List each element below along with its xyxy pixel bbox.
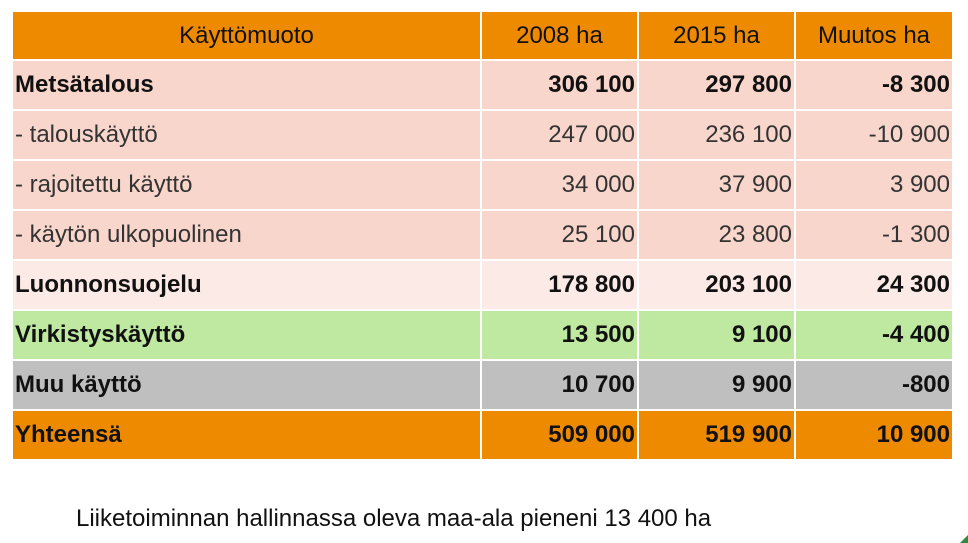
table-row-commercial-use: - talouskäyttö 247 000 236 100 -10 900 [11, 109, 954, 161]
value-change: 3 900 [794, 159, 954, 211]
value-2008: 25 100 [480, 209, 639, 261]
header-change: Muutos ha [794, 10, 954, 61]
value-change: 10 900 [794, 409, 954, 461]
value-change: -1 300 [794, 209, 954, 261]
value-2015: 297 800 [637, 59, 796, 111]
value-change: -4 400 [794, 309, 954, 361]
value-2015: 9 900 [637, 359, 796, 411]
value-2008: 178 800 [480, 259, 639, 311]
corner-triangle [960, 535, 968, 543]
value-2015: 519 900 [637, 409, 796, 461]
value-2015: 203 100 [637, 259, 796, 311]
table-header-row: Käyttömuoto 2008 ha 2015 ha Muutos ha [11, 10, 954, 61]
table-row-outside-use: - käytön ulkopuolinen 25 100 23 800 -1 3… [11, 209, 954, 261]
caption-text: Liiketoiminnan hallinnassa oleva maa-ala… [76, 505, 712, 532]
header-2015: 2015 ha [637, 10, 796, 61]
value-2015: 9 100 [637, 309, 796, 361]
value-change: -10 900 [794, 109, 954, 161]
row-label: Metsätalous [11, 59, 482, 111]
value-2015: 37 900 [637, 159, 796, 211]
row-label: Yhteensä [11, 409, 482, 461]
value-change: -8 300 [794, 59, 954, 111]
table-row-recreation: Virkistyskäyttö 13 500 9 100 -4 400 [11, 309, 954, 361]
value-2008: 34 000 [480, 159, 639, 211]
table-row-nature-protection: Luonnonsuojelu 178 800 203 100 24 300 [11, 259, 954, 311]
value-2008: 509 000 [480, 409, 639, 461]
value-2015: 23 800 [637, 209, 796, 261]
value-change: 24 300 [794, 259, 954, 311]
land-use-table: Käyttömuoto 2008 ha 2015 ha Muutos ha Me… [11, 10, 954, 461]
value-2008: 13 500 [480, 309, 639, 361]
table-row-total: Yhteensä 509 000 519 900 10 900 [11, 409, 954, 461]
value-change: -800 [794, 359, 954, 411]
table-row-other-use: Muu käyttö 10 700 9 900 -800 [11, 359, 954, 411]
row-label: - käytön ulkopuolinen [11, 209, 482, 261]
table-row-restricted-use: - rajoitettu käyttö 34 000 37 900 3 900 [11, 159, 954, 211]
value-2015: 236 100 [637, 109, 796, 161]
header-2008: 2008 ha [480, 10, 639, 61]
table-row-forestry: Metsätalous 306 100 297 800 -8 300 [11, 59, 954, 111]
row-label: Muu käyttö [11, 359, 482, 411]
header-usage-type: Käyttömuoto [11, 10, 482, 61]
value-2008: 306 100 [480, 59, 639, 111]
value-2008: 247 000 [480, 109, 639, 161]
value-2008: 10 700 [480, 359, 639, 411]
row-label: Luonnonsuojelu [11, 259, 482, 311]
row-label: - talouskäyttö [11, 109, 482, 161]
row-label: Virkistyskäyttö [11, 309, 482, 361]
row-label: - rajoitettu käyttö [11, 159, 482, 211]
